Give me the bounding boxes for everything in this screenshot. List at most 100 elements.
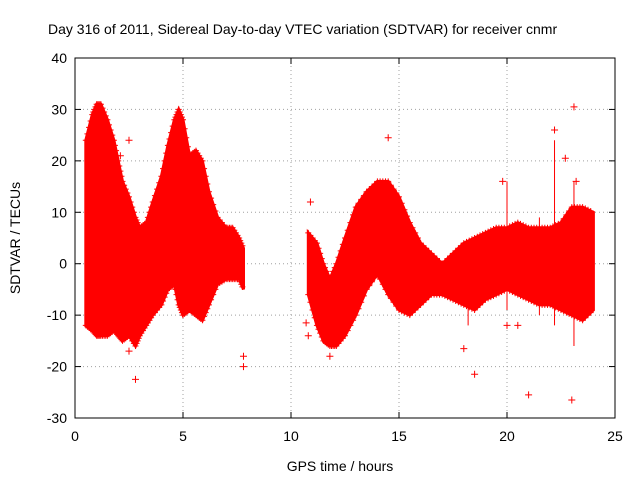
data-point [315, 326, 322, 333]
data-point [566, 208, 573, 214]
data-point [371, 274, 378, 281]
data-point [401, 206, 408, 213]
data-point [236, 276, 243, 283]
outlier-point [514, 321, 522, 329]
data-point [350, 211, 357, 218]
data-point [204, 181, 211, 187]
data-point [313, 240, 320, 247]
data-point [202, 173, 209, 180]
data-point [210, 291, 217, 298]
data-point [360, 192, 367, 199]
data-band [306, 179, 595, 348]
data-point [555, 220, 562, 227]
data-point [495, 290, 502, 297]
data-point [477, 301, 483, 308]
data-point [99, 105, 106, 112]
data-point [428, 250, 435, 257]
y-axis-label: SDTVAR / TECUs [7, 182, 23, 294]
data-point [160, 298, 167, 304]
outlier-point [561, 154, 569, 162]
outlier-point [384, 134, 392, 142]
data-point [466, 304, 473, 311]
data-point [479, 299, 486, 306]
data-point [318, 334, 325, 340]
data-point [585, 312, 591, 319]
data-point [89, 111, 96, 118]
outlier-point [572, 177, 580, 185]
plot-frame [74, 57, 616, 419]
data-point [116, 163, 123, 169]
data-point [342, 235, 348, 241]
data-point [84, 130, 91, 137]
data-point [118, 173, 125, 180]
x-tick-label: 20 [499, 428, 515, 444]
outlier-point [525, 391, 533, 399]
data-point [528, 298, 535, 304]
y-tick-label: -30 [47, 410, 67, 426]
data-point [377, 276, 384, 283]
data-point [172, 286, 179, 293]
data-point [101, 109, 108, 115]
data-point [87, 118, 94, 124]
data-point [509, 222, 516, 229]
data-point [417, 240, 424, 247]
data-point [452, 247, 459, 254]
data-point [471, 307, 478, 313]
data-point [506, 287, 513, 294]
data-point [358, 196, 365, 203]
data-band [84, 102, 245, 350]
data-point [121, 182, 128, 189]
data-point [355, 305, 362, 312]
data-point [317, 250, 324, 257]
outlier-point [302, 319, 310, 327]
data-point [236, 235, 243, 241]
data-point [199, 317, 206, 324]
outlier-point [306, 198, 314, 206]
data-point [127, 199, 134, 205]
data-point [455, 245, 462, 252]
data-point [579, 317, 586, 324]
data-point [398, 308, 405, 315]
data-point [355, 200, 362, 207]
data-point [563, 211, 570, 218]
data-point [555, 305, 562, 312]
data-point [385, 291, 392, 298]
data-points [82, 101, 595, 404]
data-point [517, 292, 524, 299]
data-point [425, 247, 432, 254]
data-point [239, 242, 246, 249]
data-point [409, 309, 416, 316]
data-point [168, 129, 175, 136]
data-point [212, 286, 219, 293]
data-point [205, 188, 212, 195]
data-point [576, 316, 583, 322]
data-point [323, 268, 330, 275]
data-point [156, 179, 163, 186]
data-point [387, 182, 394, 189]
data-point [450, 250, 456, 257]
data-point [485, 228, 492, 235]
x-tick-label: 25 [607, 428, 623, 444]
data-point [161, 294, 168, 301]
data-point [517, 220, 524, 227]
data-point [463, 238, 470, 245]
data-point [477, 232, 483, 239]
data-point [154, 186, 161, 193]
data-point [404, 310, 411, 317]
data-point [490, 292, 497, 299]
data-point [452, 298, 459, 304]
data-point [210, 201, 217, 208]
data-point [466, 237, 473, 244]
data-point [161, 157, 168, 164]
y-tick-label: 40 [51, 50, 67, 66]
data-point [374, 271, 381, 277]
data-point [330, 268, 337, 275]
outlier-point [460, 345, 468, 353]
data-point [363, 286, 370, 293]
y-tick-label: -10 [47, 307, 67, 323]
data-point [352, 312, 359, 319]
data-point [326, 276, 333, 283]
data-point [146, 209, 153, 216]
data-point [111, 142, 118, 149]
outlier-point [471, 370, 479, 378]
